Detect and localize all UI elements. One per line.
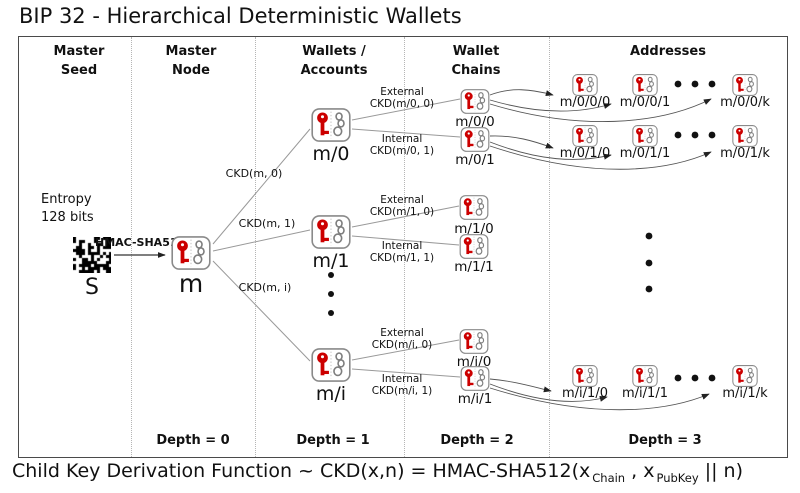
chain-m11-key-icon (459, 234, 489, 259)
master-node-label: m (178, 269, 204, 298)
entropy-label: Entropy 128 bits (41, 192, 94, 226)
ckd-formula: Child Key Derivation Function ~ CKD(x,n)… (12, 460, 743, 485)
address-label: m/i/1/1 (622, 386, 668, 401)
chain-m10-label: m/1/0 (454, 221, 494, 237)
chain-mi0-label: m/i/0 (456, 354, 492, 370)
ckd-m-1-label: CKD(m, 1) (238, 217, 296, 230)
address-label: m/0/0/k (720, 95, 770, 110)
edge-external-m1: External CKD(m/1, 0) (369, 194, 435, 218)
seed-label: S (85, 275, 99, 300)
depth-2-label: Depth = 2 (440, 433, 514, 448)
address-key-icon (632, 74, 658, 96)
address-key-icon (632, 125, 658, 147)
chain-m00-key-icon (460, 89, 490, 114)
chain-mi1-key-icon (460, 366, 490, 391)
column-header-addresses: Addresses (630, 44, 706, 59)
account-mi-label: m/i (315, 383, 347, 405)
address-key-icon (572, 365, 598, 387)
column-header-master-node: Master Node (165, 44, 217, 78)
chain-m00-label: m/0/0 (455, 114, 495, 130)
address-label: m/i/1/0 (562, 386, 608, 401)
diagram-frame: Master Seed Master Node Wallets / Accoun… (18, 36, 788, 458)
address-key-icon (732, 365, 758, 387)
address-key-icon (732, 125, 758, 147)
address-key-icon (572, 125, 598, 147)
address-label: m/0/0/1 (619, 95, 671, 110)
address-label: m/0/1/1 (619, 146, 671, 161)
account-m0-key-icon (310, 108, 352, 142)
edge-external-mi: External CKD(m/i, 0) (371, 327, 433, 351)
address-label: m/0/0/0 (559, 95, 611, 110)
address-label: m/i/1/k (722, 386, 768, 401)
address-label: m/0/1/0 (559, 146, 611, 161)
chain-mi1-label: m/i/1 (457, 391, 493, 407)
formula-sub-chain: Chain (592, 471, 626, 485)
chain-m01-label: m/0/1 (455, 152, 495, 168)
column-header-wallet-chains: Wallet Chains (451, 44, 501, 78)
chain-m11-label: m/1/1 (454, 259, 494, 275)
account-m0-label: m/0 (312, 143, 350, 165)
address-key-icon (572, 74, 598, 96)
address-label: m/0/1/k (720, 146, 770, 161)
column-header-master-seed: Master Seed (53, 44, 105, 78)
edge-internal-mi: Internal CKD(m/i, 1) (371, 373, 433, 397)
formula-sub-pubkey: PubKey (656, 471, 699, 485)
edge-internal-m1: Internal CKD(m/1, 1) (369, 240, 435, 264)
depth-3-label: Depth = 3 (628, 433, 702, 448)
ckd-m-0-label: CKD(m, 0) (225, 167, 283, 180)
column-divider (404, 37, 405, 457)
column-divider (255, 37, 256, 457)
master-key-icon (170, 236, 212, 270)
chain-m01-key-icon (460, 127, 490, 152)
chain-mi0-key-icon (459, 329, 489, 354)
edge-internal-m0: Internal CKD(m/0, 1) (369, 133, 435, 157)
page-title: BIP 32 - Hierarchical Deterministic Wall… (19, 4, 462, 28)
column-divider (131, 37, 132, 457)
hmac-edge-label: HMAC-SHA512 (95, 236, 186, 249)
formula-prefix: Child Key Derivation Function ~ CKD(x,n)… (12, 460, 591, 482)
formula-suffix: || n) (698, 460, 743, 482)
chain-m10-key-icon (459, 195, 489, 220)
ckd-m-i-label: CKD(m, i) (238, 281, 292, 294)
edge-external-m0: External CKD(m/0, 0) (369, 86, 435, 110)
column-divider (549, 37, 550, 457)
account-m1-key-icon (310, 215, 352, 249)
column-header-wallets-accounts: Wallets / Accounts (300, 44, 368, 78)
account-mi-key-icon (310, 348, 352, 382)
address-key-icon (632, 365, 658, 387)
seed-qr-noise (73, 237, 111, 273)
formula-mid: , x (625, 460, 655, 482)
account-m1-label: m/1 (312, 250, 350, 272)
depth-0-label: Depth = 0 (156, 433, 230, 448)
address-key-icon (732, 74, 758, 96)
depth-1-label: Depth = 1 (296, 433, 370, 448)
